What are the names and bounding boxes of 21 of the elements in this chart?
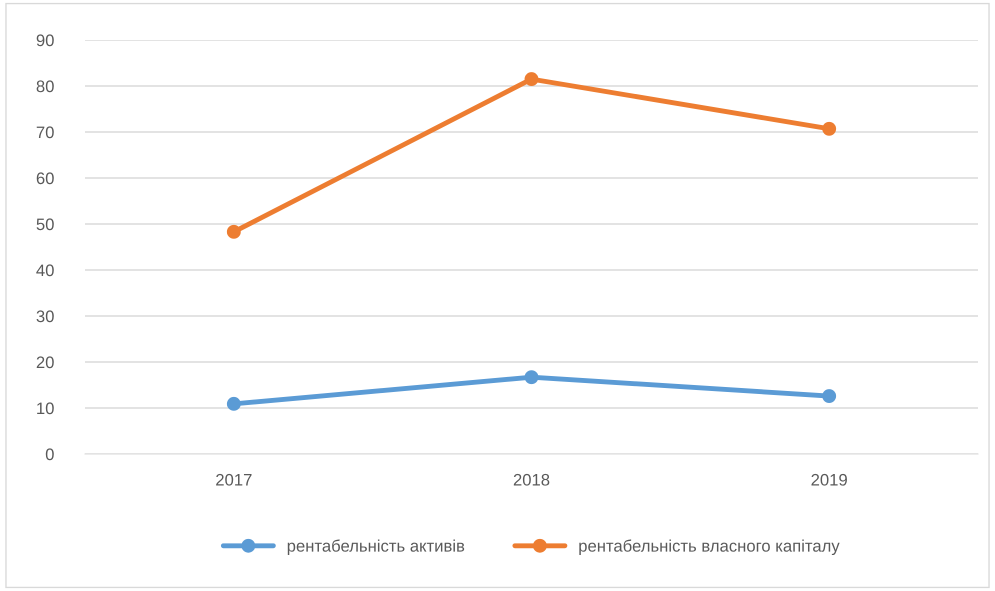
y-tick-label: 40: [36, 264, 54, 276]
legend-label: рентабельність власного капіталу: [579, 539, 840, 556]
point: [822, 389, 836, 403]
y-tick-label: 0: [46, 448, 54, 460]
x-tick-label: 2018: [514, 474, 550, 486]
y-tick-label: 60: [36, 172, 54, 184]
x-tick-label: 2017: [216, 474, 252, 486]
legend-label: рентабельність активів: [288, 539, 464, 556]
point: [524, 370, 538, 384]
y-tick-label: 20: [36, 356, 54, 368]
point: [822, 122, 836, 136]
y-tick-label: 80: [36, 80, 54, 92]
point: [226, 396, 241, 411]
y-tick-label: 30: [36, 310, 54, 322]
x-tick-label: 2019: [811, 474, 847, 486]
y-tick-label: 50: [36, 218, 54, 230]
point: [226, 224, 241, 239]
y-tick-label: 70: [36, 126, 54, 138]
y-tick-label: 10: [37, 402, 54, 414]
y-tick-label: 90: [36, 34, 54, 46]
point: [524, 72, 538, 86]
